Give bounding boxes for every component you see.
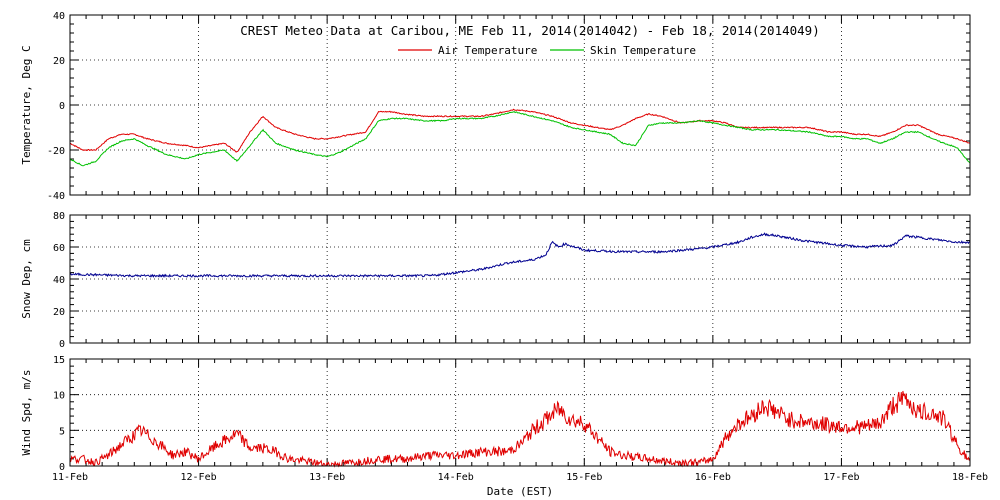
series-line-skin-temperature: [69, 111, 971, 167]
series-line-wind-speed: [69, 390, 971, 468]
x-tick-label: 17-Feb: [823, 472, 859, 483]
y-tick-label: 0: [59, 101, 65, 112]
y-tick-label: 15: [53, 355, 65, 366]
series-line-air-temperature: [69, 108, 971, 153]
legend-air-label: Air Temperature: [438, 44, 537, 57]
y-tick-label: 5: [59, 426, 65, 437]
plot-frame: [69, 358, 971, 467]
wind-speed-panel: 0 5 10 15 Wind Spd, m/s 11-Feb 12-Feb 13-Feb 14-…: [20, 355, 988, 483]
y-axis-title: Temperature, Deg C: [20, 45, 33, 164]
temperature-panel: -40 -20 0 20 40 Temperature, Deg C: [20, 11, 971, 202]
plot-frame: [69, 14, 971, 196]
x-tick-label: 16-Feb: [695, 472, 731, 483]
y-tick-label: 0: [59, 462, 65, 473]
y-tick-label: -40: [47, 191, 65, 202]
x-tick-label: 12-Feb: [181, 472, 217, 483]
x-tick-label: 11-Feb: [52, 472, 88, 483]
y-tick-label: 10: [53, 391, 65, 402]
x-tick-label: 14-Feb: [438, 472, 474, 483]
x-axis-title: Date (EST): [487, 485, 553, 498]
y-tick-label: 20: [53, 56, 65, 67]
x-tick-label: 13-Feb: [309, 472, 345, 483]
legend-skin-label: Skin Temperature: [590, 44, 696, 57]
x-tick-label: 15-Feb: [566, 472, 602, 483]
y-tick-label: -20: [47, 146, 65, 157]
y-tick-label: 0: [59, 339, 65, 350]
y-axis-title: Wind Spd, m/s: [20, 369, 33, 455]
series-line-snow-depth: [69, 232, 971, 279]
chart-title: CREST Meteo Data at Caribou, ME Feb 11, …: [240, 23, 819, 38]
snow-depth-panel: 0 20 40 60 80 Snow Dep, cm: [20, 211, 971, 350]
plot-frame: [69, 214, 971, 344]
x-tick-label: 18-Feb: [952, 472, 988, 483]
y-tick-label: 40: [53, 275, 65, 286]
y-tick-label: 60: [53, 243, 65, 254]
y-axis-title: Snow Dep, cm: [20, 239, 33, 319]
y-tick-label: 80: [53, 211, 65, 222]
y-tick-label: 40: [53, 11, 65, 22]
legend: Air Temperature Skin Temperature: [398, 44, 696, 57]
y-tick-label: 20: [53, 307, 65, 318]
